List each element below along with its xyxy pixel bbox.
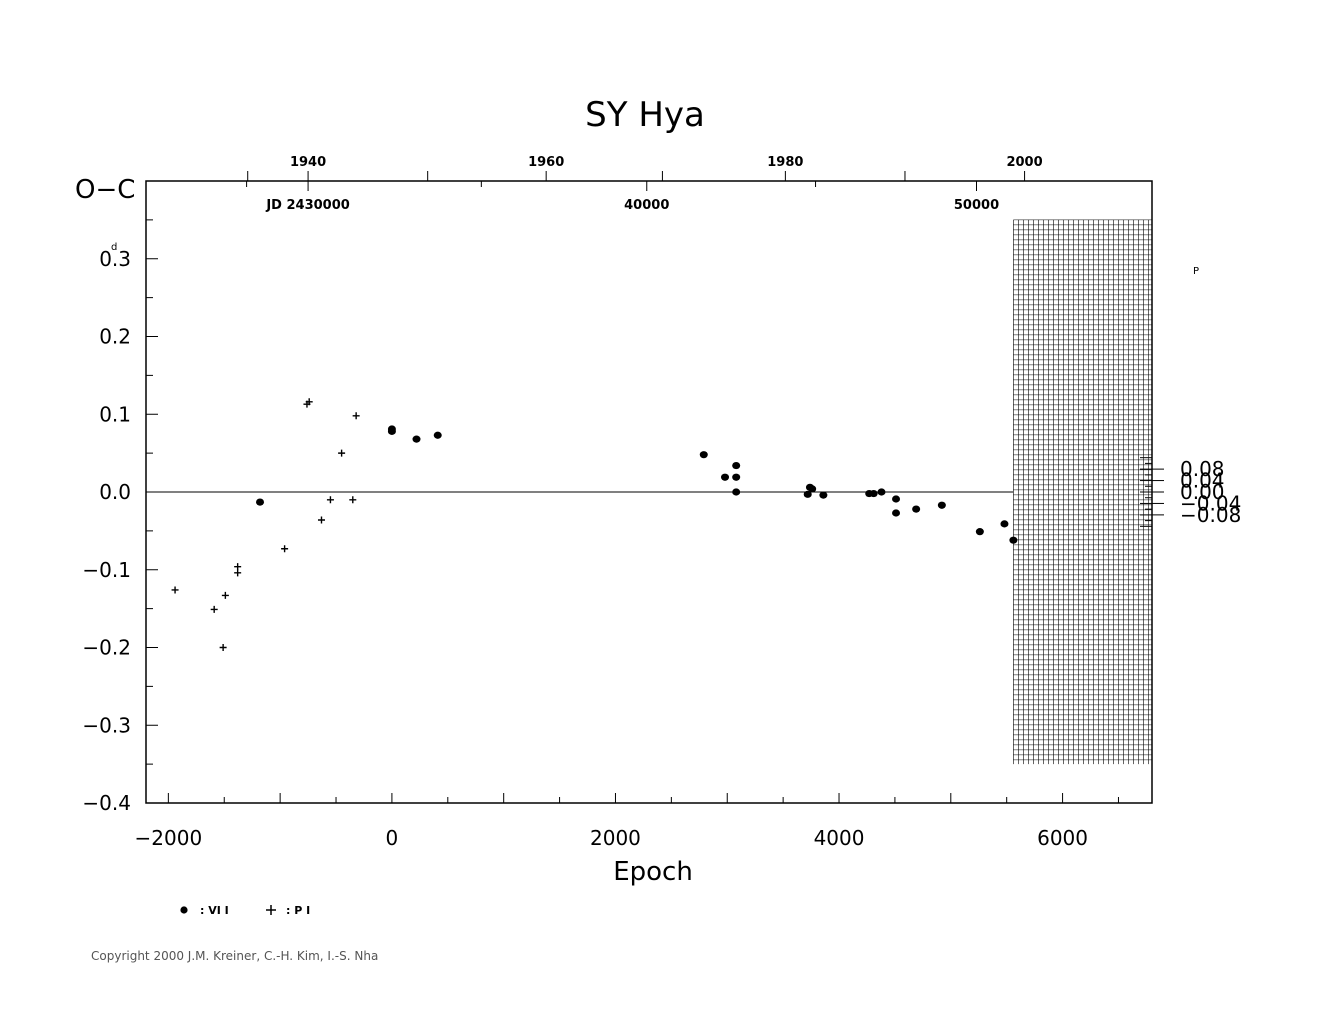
point-pi bbox=[281, 545, 289, 553]
jd-tick-label: 50000 bbox=[954, 198, 999, 213]
point-vi bbox=[387, 425, 396, 433]
legend-label-pi: : P I bbox=[286, 904, 310, 917]
year-tick-label: 1940 bbox=[290, 155, 326, 170]
point-vi bbox=[721, 473, 730, 481]
x-tick-label: 4000 bbox=[814, 826, 865, 850]
point-vi bbox=[892, 509, 901, 517]
point-vi bbox=[877, 488, 886, 496]
y2-tick-label: −0.04 bbox=[1180, 491, 1241, 515]
point-vi bbox=[433, 431, 442, 439]
point-vi bbox=[808, 485, 817, 493]
point-vi bbox=[732, 473, 741, 481]
y2-tick-label: 0.04 bbox=[1180, 469, 1225, 493]
point-pi bbox=[352, 412, 360, 420]
y-tick-label: 0.1 bbox=[99, 402, 131, 426]
y2-tick-label: −0.08 bbox=[1180, 503, 1241, 527]
axis-ticks bbox=[146, 171, 1164, 804]
point-vi bbox=[937, 501, 946, 509]
jd-tick-label: 40000 bbox=[624, 198, 669, 213]
point-vi bbox=[1009, 536, 1018, 544]
copyright-notice: Copyright 2000 J.M. Kreiner, C.-H. Kim, … bbox=[91, 949, 379, 963]
point-pi bbox=[210, 605, 218, 613]
point-vi bbox=[412, 435, 421, 443]
y-axis-title: O−C bbox=[75, 175, 135, 205]
y2-tick-label: 0.08 bbox=[1180, 457, 1225, 481]
y-tick-label: 0.2 bbox=[99, 325, 131, 349]
point-vi bbox=[912, 505, 921, 513]
y-tick-label: 0.3 bbox=[99, 247, 131, 271]
point-pi bbox=[305, 398, 313, 406]
year-tick-label: 2000 bbox=[1006, 155, 1042, 170]
hatched-region bbox=[1013, 219, 1152, 765]
point-pi bbox=[338, 449, 346, 457]
point-pi bbox=[234, 563, 242, 571]
y-tick-label: −0.1 bbox=[82, 558, 131, 582]
point-pi bbox=[171, 586, 179, 594]
point-pi bbox=[221, 591, 229, 599]
year-tick-label: 1980 bbox=[767, 155, 803, 170]
point-vi bbox=[732, 461, 741, 470]
legend-plus-marker bbox=[266, 905, 276, 915]
y-tick-label: 0.0 bbox=[99, 480, 131, 504]
legend-dot-marker bbox=[180, 906, 188, 914]
point-vi bbox=[1000, 520, 1009, 528]
point-pi bbox=[326, 496, 334, 504]
year-tick-label: 1960 bbox=[528, 155, 564, 170]
point-vi bbox=[819, 491, 828, 499]
axis-tick-labels: −2000 0 2000 4000 6000 0.3 0.2 0.1 0.0 −0.1 −0.2 −0… bbox=[82, 155, 1241, 850]
legend: : VI I : P I bbox=[180, 904, 310, 917]
point-pi bbox=[234, 569, 242, 577]
y-tick-label: −0.4 bbox=[82, 791, 131, 815]
point-pi bbox=[317, 516, 325, 524]
chart-title: SY Hya bbox=[585, 95, 705, 135]
x-axis-title: Epoch bbox=[613, 857, 693, 887]
point-vi bbox=[256, 498, 265, 506]
jd-tick-label: JD 2430000 bbox=[265, 198, 349, 213]
point-vi bbox=[699, 451, 708, 459]
y-tick-label: −0.3 bbox=[82, 713, 131, 737]
point-vi bbox=[869, 489, 878, 498]
x-tick-label: 2000 bbox=[590, 826, 641, 850]
x-tick-label: 6000 bbox=[1037, 826, 1088, 850]
point-vi bbox=[803, 490, 812, 498]
point-vi bbox=[892, 495, 901, 503]
point-vi bbox=[975, 528, 984, 536]
point-vi bbox=[732, 488, 741, 496]
y-unit-superscript: d bbox=[111, 242, 117, 253]
point-pi bbox=[219, 644, 227, 651]
x-tick-label: −2000 bbox=[135, 826, 203, 850]
y2-unit-superscript: P bbox=[1193, 266, 1199, 277]
point-pi bbox=[349, 496, 357, 504]
y2-tick-label: 0.00 bbox=[1180, 480, 1225, 504]
data-points bbox=[171, 398, 1018, 651]
legend-label-vi: : VI I bbox=[200, 904, 229, 917]
y-tick-label: −0.2 bbox=[82, 636, 131, 660]
x-tick-label: 0 bbox=[386, 826, 399, 850]
